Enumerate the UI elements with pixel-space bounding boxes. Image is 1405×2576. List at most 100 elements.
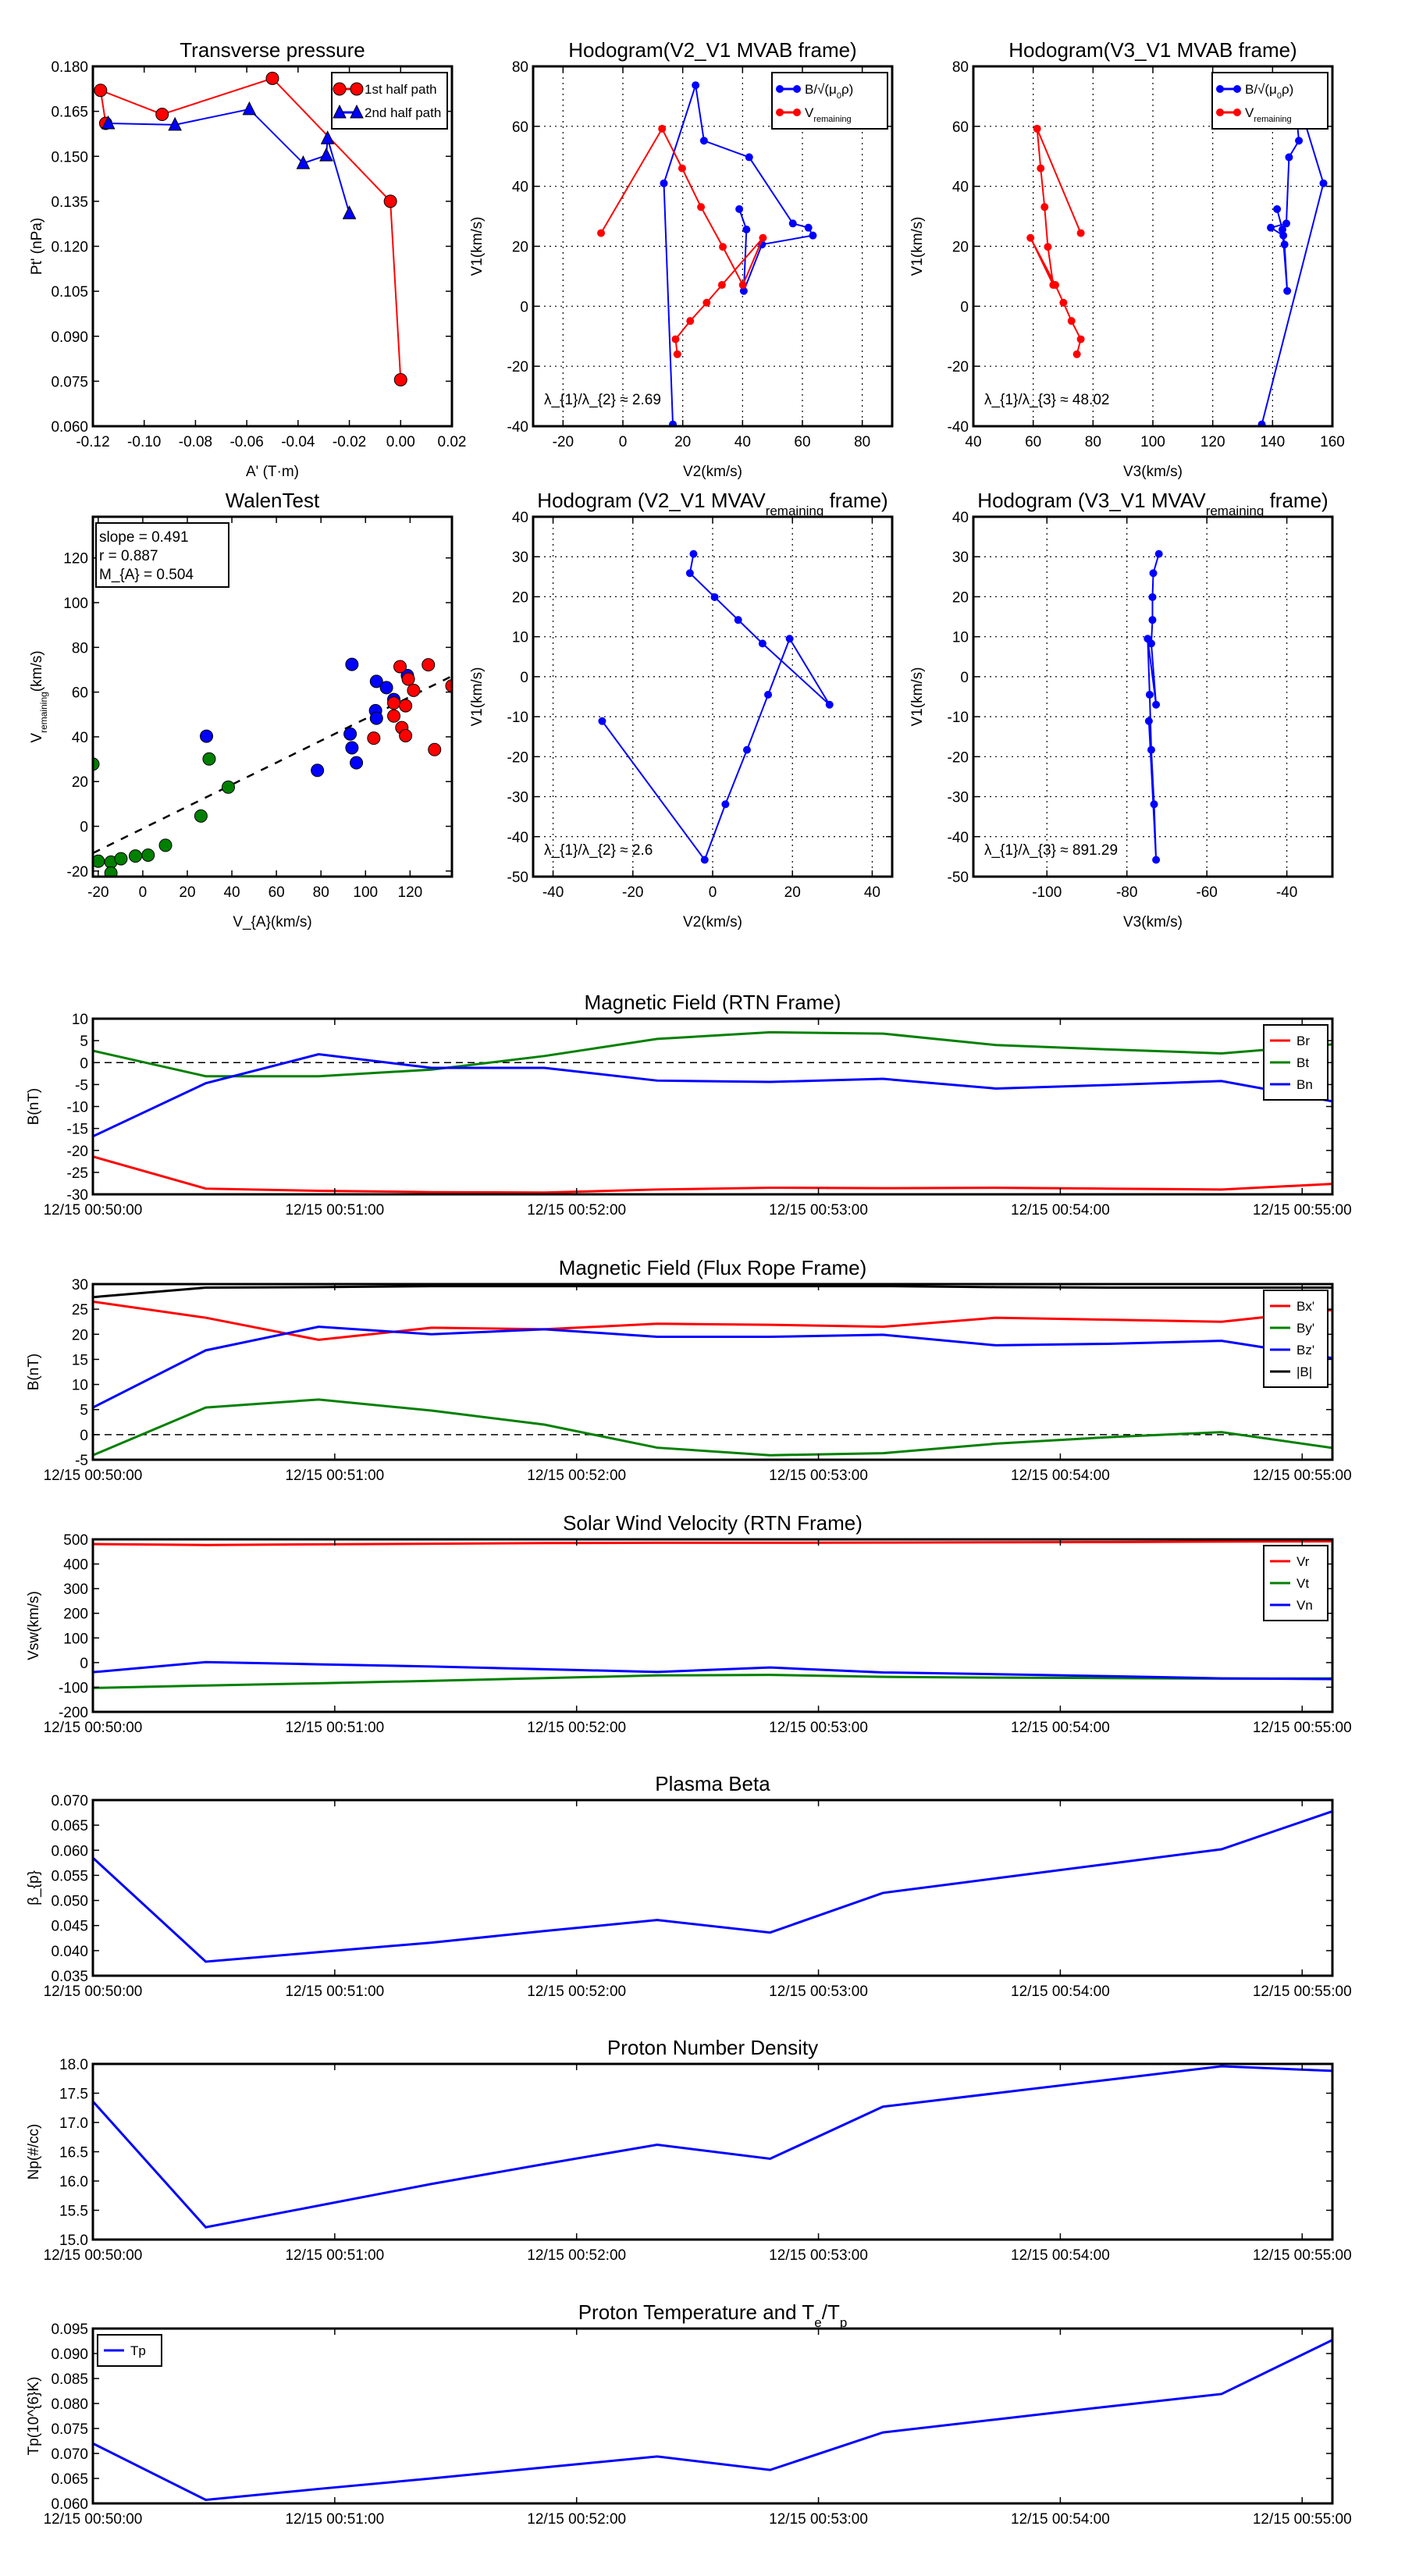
y-axis-label: Vsw(km/s) [26,1591,42,1660]
data-point-1 [345,657,359,671]
data-point-0 [699,137,708,145]
x-tick-label: 12/15 00:53:00 [769,1984,868,2000]
x-tick-label: 20 [784,884,801,901]
series-line-1 [600,126,764,354]
data-point-1 [686,317,695,326]
data-point-1 [350,756,364,770]
chart-title: Proton Temperature and Te/Tp [578,2300,848,2330]
x-tick-label: 40 [735,434,751,450]
series-line-0 [93,1809,1332,1963]
data-point-0 [155,107,169,121]
x-tick-label: -0.06 [229,434,263,450]
x-tick-label: 12/15 00:54:00 [1011,1720,1110,1736]
data-point-1 [702,298,711,307]
data-point-1 [759,233,767,242]
y-axis-label: V1(km/s) [469,217,486,276]
legend-box [1211,72,1329,130]
y-tick-label: -20 [507,749,528,766]
x-tick-label: 12/15 00:54:00 [1011,1984,1110,2000]
data-point-1 [597,229,606,237]
x-tick-label: 100 [353,884,378,901]
y-axis-label: B(nT) [26,1088,42,1126]
chart-title: WalenTest [226,489,320,512]
legend-label: Tp [130,2343,146,2358]
data-point-0 [158,838,173,852]
legend: Bx' By' Bz' |B| [1263,1290,1329,1388]
data-point-0 [1278,225,1286,233]
data-point-2 [387,696,401,710]
legend-label: Br [1297,1034,1310,1048]
data-point-0 [94,84,108,98]
data-point-0 [700,856,709,864]
x-tick-label: 12/15 00:50:00 [44,1468,143,1484]
x-tick-label: 12/15 00:54:00 [1011,2247,1110,2264]
data-point-0 [1282,219,1290,228]
y-tick-label: 400 [63,1557,88,1574]
y-tick-label: 80 [72,640,88,656]
y-tick-label: -30 [948,790,969,806]
y-tick-label: 80 [512,59,528,76]
series-line-2 [93,1660,1332,1681]
x-tick-label: -0.12 [76,434,109,450]
axes-frame [91,1017,1334,1196]
data-point-0 [1150,800,1158,809]
legend-marker [1233,85,1241,93]
plot-area [93,1285,1332,1457]
data-point-0 [1148,616,1157,624]
y-tick-label: 100 [63,1631,88,1647]
legend-label: Vn [1297,1598,1313,1613]
x-tick-label: 0 [709,884,717,901]
y-tick-label: 0.135 [51,194,88,211]
data-point-0 [788,219,797,228]
y-tick-label: -40 [948,419,969,436]
series-line-1 [93,1030,1332,1078]
data-point-1 [319,147,333,162]
x-tick-label: 0 [139,884,148,901]
annotation-box [95,522,229,588]
plot-area [93,1540,1332,1689]
y-axis-label: Np(#/cc) [26,2124,42,2180]
legend-label: 2nd half path [365,105,441,120]
x-tick-label: 12/15 00:54:00 [1011,1468,1110,1484]
series-line-2 [93,1325,1332,1409]
chart-10: 12/15 00:50:00 12/15 00:51:00 12/15 00:52:… [26,2036,1352,2264]
series-line-2 [93,1053,1332,1138]
y-tick-label: 15 [72,1352,88,1368]
y-tick-label: 17.0 [59,2115,88,2132]
data-point-0 [265,71,279,85]
x-tick-label: 12/15 00:52:00 [527,1984,626,2000]
y-tick-label: 0.180 [51,59,88,76]
x-tick-label: 20 [179,884,195,901]
data-point-0 [383,194,397,208]
y-tick-label: 10 [952,630,969,646]
data-point-1 [678,164,686,173]
chart-title: Plasma Beta [655,1772,770,1795]
y-tick-label: 20 [512,589,528,606]
data-point-0 [1285,153,1293,162]
x-tick-label: 12/15 00:52:00 [527,1468,626,1484]
y-tick-label: -20 [67,864,88,881]
y-tick-label: -20 [948,749,969,766]
data-point-1 [658,124,667,133]
legend-box [97,2334,162,2367]
y-axis-label: V1(km/s) [909,667,926,727]
chart-6: 12/15 00:50:00 12/15 00:51:00 12/15 00:52:… [26,991,1352,1219]
y-tick-label: -5 [75,1453,88,1469]
series-line-0 [1147,553,1160,860]
y-tick-label: -10 [507,710,528,726]
y-tick-label: 0.035 [51,1969,88,1985]
legend-label: Bt [1297,1055,1309,1070]
plot-area [93,2065,1332,2229]
data-point-0 [804,223,813,232]
x-tick-label: 12/15 00:50:00 [44,2247,143,2264]
y-tick-label: -20 [948,359,969,375]
y-tick-label: 40 [952,510,969,526]
x-tick-label: 12/15 00:51:00 [285,2247,384,2264]
axes-frame [972,515,1334,878]
y-tick-label: 60 [72,685,88,702]
legend-label: Vr [1297,1554,1310,1569]
x-tick-label: 100 [1140,434,1165,450]
y-tick-label: -25 [67,1165,88,1182]
x-tick-label: 120 [1200,434,1225,450]
y-tick-label: 0.165 [51,105,88,121]
